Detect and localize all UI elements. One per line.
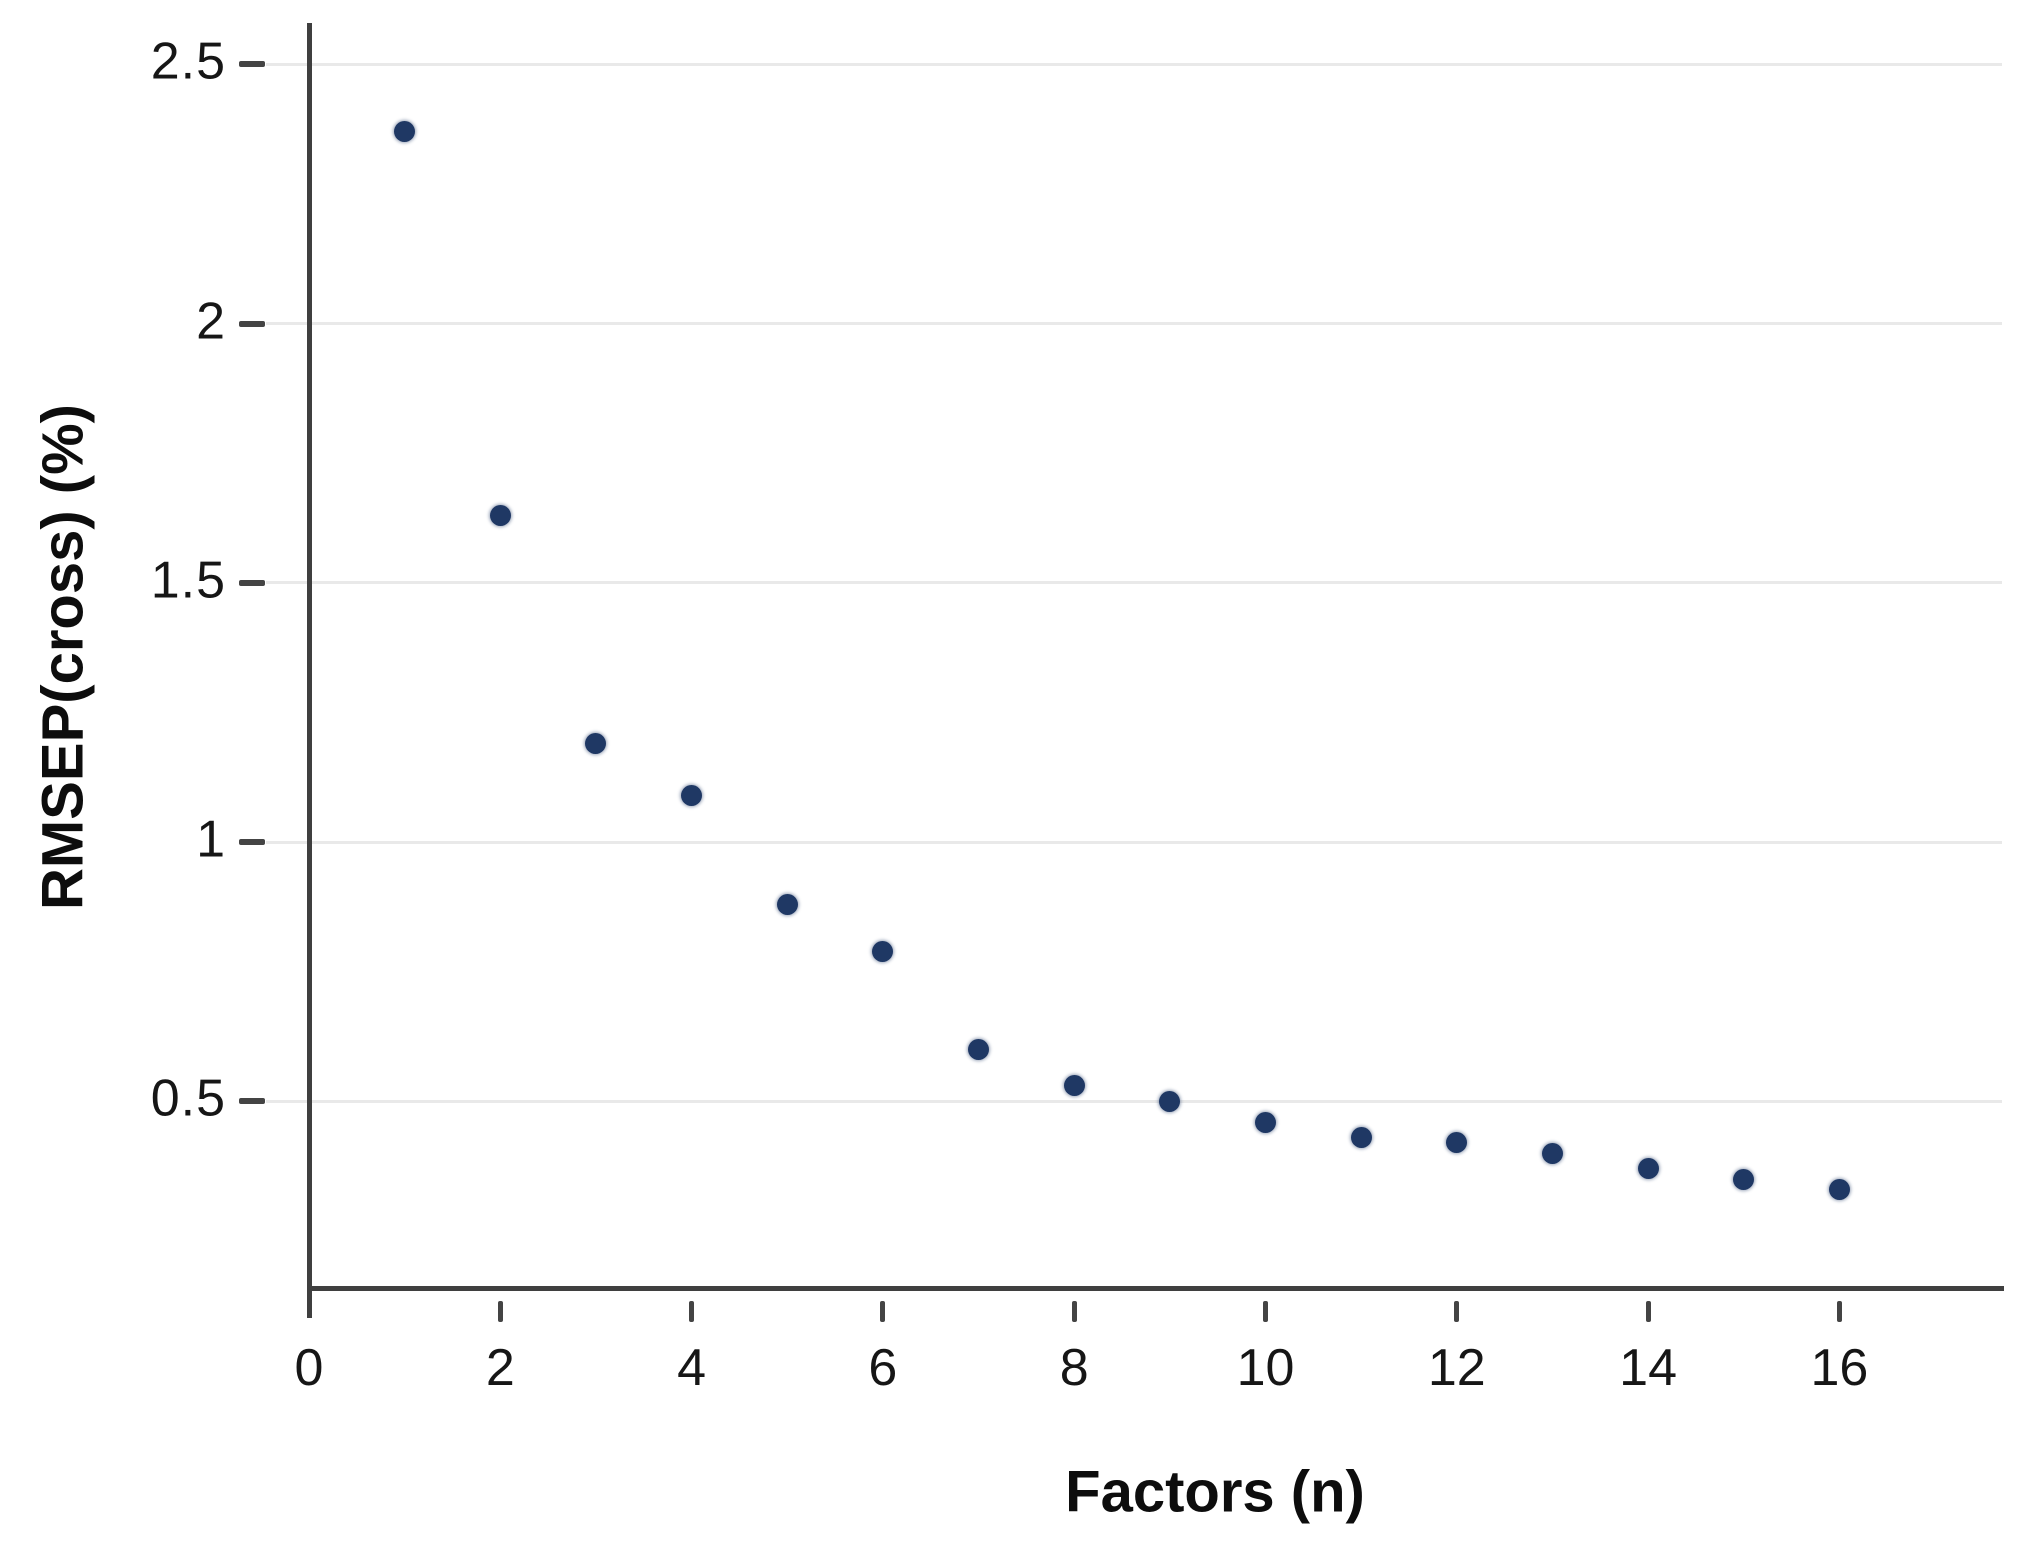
y-axis-line [307, 23, 312, 1318]
y-tick-dash [239, 61, 265, 68]
data-point [1637, 1158, 1659, 1180]
data-point [1446, 1132, 1468, 1154]
data-point [585, 733, 607, 755]
x-tick-label: 6 [868, 1339, 898, 1397]
x-tick-label: 0 [294, 1339, 324, 1397]
x-axis-title: Factors (n) [1065, 1459, 1365, 1525]
x-tick-label: 8 [1059, 1339, 1089, 1397]
x-tick-label: 4 [677, 1339, 707, 1397]
x-tick-label: 16 [1810, 1339, 1869, 1397]
x-tick-label: 14 [1619, 1339, 1678, 1397]
y-gridline [266, 1099, 2002, 1103]
y-tick-label: 1.5 [150, 551, 226, 610]
y-tick-label: 2 [196, 292, 226, 351]
data-point [1254, 1111, 1276, 1133]
data-point [1159, 1090, 1181, 1112]
data-point [1063, 1075, 1085, 1097]
y-tick-label: 1 [196, 810, 226, 869]
data-point [1733, 1168, 1755, 1190]
y-gridline [266, 322, 2002, 326]
y-tick-dash [239, 839, 265, 846]
data-point [968, 1039, 990, 1061]
data-point [776, 893, 798, 915]
x-tick-dash [1836, 1301, 1842, 1322]
y-gridline [266, 62, 2002, 66]
x-tick-dash [1071, 1301, 1077, 1322]
x-tick-dash [880, 1301, 886, 1322]
y-axis-title: RMSEP(cross) (%) [30, 404, 96, 910]
y-tick-dash [239, 320, 265, 327]
x-tick-dash [497, 1301, 503, 1322]
x-tick-label: 10 [1236, 1339, 1295, 1397]
y-tick-label: 0.5 [150, 1069, 226, 1128]
data-point [681, 784, 703, 806]
data-point [872, 940, 894, 962]
x-tick-dash [689, 1301, 695, 1322]
x-tick-dash [1262, 1301, 1268, 1322]
data-point [1828, 1178, 1850, 1200]
x-axis-line [307, 1286, 2004, 1291]
data-point [489, 505, 511, 527]
x-tick-label: 2 [485, 1339, 515, 1397]
y-gridline [266, 840, 2002, 844]
x-tick-dash [1454, 1301, 1460, 1322]
x-tick-label: 12 [1427, 1339, 1486, 1397]
data-point [1350, 1127, 1372, 1149]
y-gridline [266, 581, 2002, 585]
data-point [1541, 1142, 1563, 1164]
x-tick-dash [1645, 1301, 1651, 1322]
y-tick-dash [239, 1098, 265, 1105]
data-point [394, 121, 416, 143]
y-tick-label: 2.5 [150, 33, 226, 92]
y-tick-dash [239, 579, 265, 586]
